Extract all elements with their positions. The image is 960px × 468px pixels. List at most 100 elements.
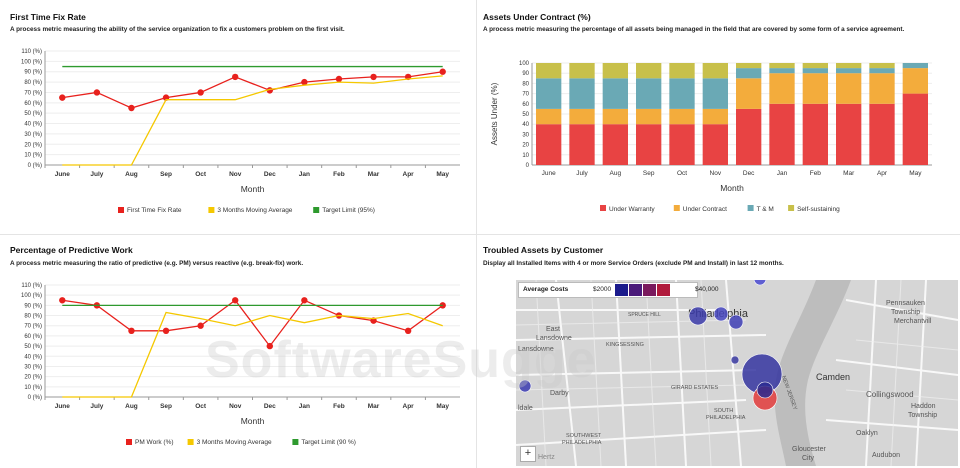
panel-title: Assets Under Contract (%) bbox=[483, 12, 591, 22]
series-line bbox=[62, 299, 444, 348]
y-tick-label: 60 bbox=[522, 102, 529, 108]
map-label: Haddon bbox=[911, 403, 936, 410]
bar-segment bbox=[769, 63, 795, 69]
x-tick-label: Nov bbox=[229, 403, 242, 410]
y-axis-label: Assets Under (%) bbox=[490, 82, 499, 145]
map-label: Lansdowne bbox=[536, 335, 572, 342]
bar-segment bbox=[869, 68, 895, 74]
data-point bbox=[128, 104, 135, 112]
x-tick-label: Feb bbox=[810, 170, 822, 177]
cost-legend: Average Costs $2000 $40,000 bbox=[518, 282, 719, 298]
map-label: Lansdowne bbox=[518, 346, 554, 353]
x-tick-label: Apr bbox=[877, 170, 888, 177]
bar-segment bbox=[836, 68, 862, 74]
x-axis-label: Month bbox=[241, 184, 265, 194]
panel-assets-under-contract: Assets Under Contract (%) A process metr… bbox=[477, 0, 960, 234]
legend-swatch bbox=[208, 207, 215, 213]
asset-bubble bbox=[713, 306, 729, 322]
troubled-assets-map[interactable]: Pennsauken Township Merchantvill Philade… bbox=[516, 280, 958, 466]
bar-segment bbox=[669, 124, 695, 165]
map-roads bbox=[516, 280, 958, 466]
y-tick-label: 40 (%) bbox=[24, 354, 42, 360]
series-line bbox=[62, 71, 443, 109]
x-tick-label: May bbox=[909, 170, 922, 177]
data-point bbox=[162, 327, 170, 335]
bar-segment bbox=[602, 63, 628, 79]
data-point bbox=[59, 94, 66, 101]
x-tick-label: Sep bbox=[160, 171, 172, 178]
data-point bbox=[59, 297, 66, 304]
bar-segment bbox=[802, 68, 828, 74]
y-tick-label: 10 (%) bbox=[24, 385, 42, 391]
bar-segment bbox=[736, 108, 762, 165]
y-tick-label: 80 (%) bbox=[24, 80, 42, 86]
legend-label: Target Limit (90 %) bbox=[301, 439, 356, 446]
legend-swatch bbox=[747, 205, 754, 211]
legend-swatch bbox=[615, 284, 628, 296]
x-tick-label: Jan bbox=[777, 170, 788, 177]
data-point bbox=[301, 297, 308, 304]
x-tick-label: Feb bbox=[333, 171, 345, 178]
legend-max: $40,000 bbox=[695, 286, 719, 293]
x-tick-label: Jan bbox=[299, 171, 310, 178]
data-point bbox=[232, 297, 239, 304]
y-tick-label: 110 (%) bbox=[21, 49, 42, 55]
bar-segment bbox=[569, 124, 595, 165]
legend-swatch bbox=[313, 207, 320, 213]
map-label: PHILADELPHIA bbox=[706, 415, 746, 421]
legend-swatch bbox=[643, 284, 656, 296]
legend-title: Average Costs bbox=[523, 286, 569, 293]
bar-segment bbox=[869, 73, 895, 104]
first-time-fix-rate-chart: 0 (%) 10 (%) 20 (%) 30 (%) 40 (%) 50 (%) 60 (%… bbox=[21, 49, 460, 214]
bar-segment bbox=[636, 108, 662, 125]
y-tick-label: 50 bbox=[522, 112, 529, 118]
bar-segment bbox=[702, 108, 728, 125]
x-tick-label: Mar bbox=[368, 171, 380, 178]
y-tick-label: 0 (%) bbox=[28, 163, 42, 169]
bar-segment bbox=[602, 108, 628, 125]
horizontal-divider bbox=[0, 234, 960, 235]
panel-subtitle: Display all Installed Items with 4 or mo… bbox=[483, 260, 784, 267]
map-label: Township bbox=[908, 412, 938, 419]
legend-label: 3 Months Moving Average bbox=[197, 439, 272, 446]
y-tick-label: 70 (%) bbox=[24, 324, 42, 330]
panel-title: First Time Fix Rate bbox=[10, 12, 86, 22]
data-point bbox=[404, 327, 412, 335]
legend-swatch bbox=[629, 284, 642, 296]
y-tick-label: 100 bbox=[519, 61, 530, 67]
bar-segment bbox=[702, 78, 728, 109]
data-point bbox=[197, 322, 204, 329]
y-tick-label: 50 (%) bbox=[24, 344, 42, 350]
bar-segment bbox=[669, 108, 695, 125]
x-tick-label: May bbox=[436, 171, 449, 178]
bar-segment bbox=[636, 63, 662, 79]
series-line bbox=[62, 311, 443, 398]
map-label: Merchantvill bbox=[894, 318, 932, 325]
map-label: Collingswood bbox=[866, 390, 914, 399]
asset-bubble bbox=[756, 381, 774, 399]
x-tick-label: Dec bbox=[264, 171, 276, 178]
y-tick-label: 90 (%) bbox=[24, 303, 42, 309]
data-point bbox=[301, 78, 308, 86]
legend-label: Under Warranty bbox=[609, 206, 655, 213]
map-label: ldale bbox=[518, 405, 533, 412]
y-tick-label: 90 (%) bbox=[24, 70, 42, 76]
y-tick-label: 10 (%) bbox=[24, 153, 42, 159]
bar-segment bbox=[536, 108, 562, 125]
bar-segment bbox=[569, 78, 595, 109]
x-tick-label: Aug bbox=[610, 170, 622, 177]
asset-bubble bbox=[753, 280, 767, 286]
data-point bbox=[93, 89, 101, 96]
bar-segment bbox=[636, 124, 662, 165]
x-axis-label: Month bbox=[241, 416, 265, 426]
x-tick-label: Apr bbox=[403, 403, 415, 410]
x-tick-label: Dec bbox=[743, 170, 755, 177]
map-label: City bbox=[802, 455, 815, 462]
y-tick-label: 20 (%) bbox=[24, 142, 42, 148]
zoom-in-button[interactable]: + bbox=[520, 446, 536, 462]
y-tick-label: 70 bbox=[522, 92, 529, 98]
x-tick-label: Nov bbox=[229, 171, 242, 178]
bar-segment bbox=[836, 73, 862, 104]
panel-subtitle: A process metric measuring the percentag… bbox=[483, 26, 905, 33]
bar-segment bbox=[902, 68, 928, 94]
